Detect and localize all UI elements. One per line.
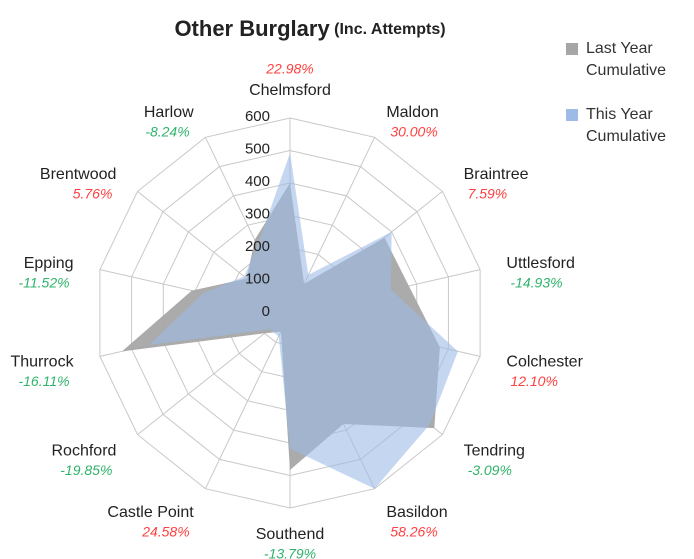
chart-title: Other Burglary (Inc. Attempts) <box>174 16 445 41</box>
spoke <box>204 312 291 489</box>
change-label: -16.11% <box>18 373 69 389</box>
change-label: 12.10% <box>510 373 557 389</box>
r-tick-label: 400 <box>245 173 270 190</box>
category-label: Tendring <box>464 443 525 460</box>
legend-swatch <box>566 109 578 121</box>
category-label: Harlow <box>144 104 194 121</box>
category-label: Uttlesford <box>506 255 574 272</box>
change-label: 7.59% <box>468 185 508 201</box>
r-tick-label: 200 <box>245 238 270 255</box>
category-label: Epping <box>24 255 74 272</box>
category-label: Rochford <box>52 443 117 460</box>
legend-item: This Year Cumulative <box>566 104 691 148</box>
change-label: 24.58% <box>141 524 189 540</box>
change-label: 58.26% <box>390 524 437 540</box>
change-label: -3.09% <box>468 462 512 478</box>
change-label: 30.00% <box>390 124 437 140</box>
change-label: -11.52% <box>18 274 69 290</box>
r-tick-label: 500 <box>245 140 270 157</box>
legend-label: This Year Cumulative <box>586 106 667 145</box>
category-label: Castle Point <box>107 504 194 521</box>
legend-swatch <box>566 43 578 55</box>
category-label: Chelmsford <box>249 82 331 99</box>
change-label: -13.79% <box>264 546 316 559</box>
change-label: -19.85% <box>60 462 112 478</box>
category-label: Colchester <box>506 354 583 371</box>
change-label: 5.76% <box>73 185 113 201</box>
series-area <box>149 153 458 489</box>
change-label: -14.93% <box>510 274 562 290</box>
title: Other Burglary <box>174 16 330 41</box>
r-tick-label: 300 <box>245 205 270 222</box>
legend-item: Last Year Cumulative <box>566 38 691 82</box>
category-label: Southend <box>256 526 325 543</box>
r-tick-label: 0 <box>262 303 270 320</box>
category-label: Brentwood <box>40 166 117 183</box>
change-label: 22.98% <box>265 61 313 77</box>
legend-label: Last Year Cumulative <box>586 40 667 79</box>
r-tick-label: 600 <box>245 108 270 125</box>
category-label: Maldon <box>386 104 438 121</box>
category-label: Basildon <box>386 504 447 521</box>
category-label: Thurrock <box>10 354 74 371</box>
subtitle: (Inc. Attempts) <box>334 21 445 38</box>
r-tick-label: 100 <box>245 270 270 287</box>
category-label: Braintree <box>464 166 529 183</box>
change-label: -8.24% <box>145 124 189 140</box>
